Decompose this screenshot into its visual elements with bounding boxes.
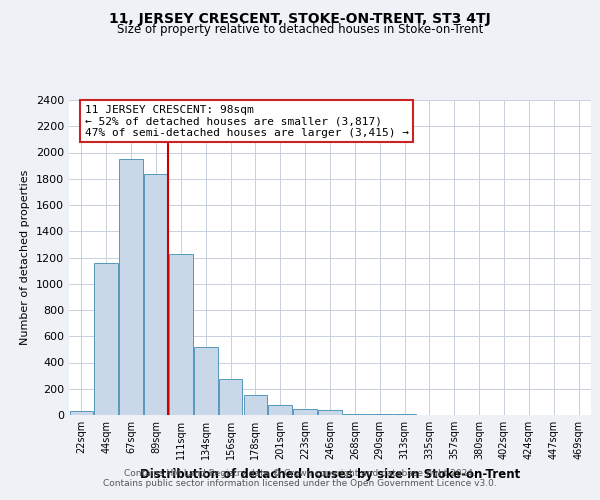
Bar [293, 409, 317, 415]
Bar [219, 379, 242, 415]
Y-axis label: Number of detached properties: Number of detached properties [20, 170, 31, 345]
Bar [94, 263, 118, 415]
Text: Size of property relative to detached houses in Stoke-on-Trent: Size of property relative to detached ho… [117, 22, 483, 36]
Bar [343, 414, 367, 415]
Bar [70, 411, 93, 415]
Bar [169, 254, 193, 415]
Text: Contains HM Land Registry data © Crown copyright and database right 2024.: Contains HM Land Registry data © Crown c… [124, 468, 476, 477]
Bar [318, 410, 342, 415]
Bar [244, 396, 267, 415]
Bar [119, 159, 143, 415]
Text: Contains public sector information licensed under the Open Government Licence v3: Contains public sector information licen… [103, 478, 497, 488]
Bar [268, 404, 292, 415]
Text: 11 JERSEY CRESCENT: 98sqm
← 52% of detached houses are smaller (3,817)
47% of se: 11 JERSEY CRESCENT: 98sqm ← 52% of detac… [85, 104, 409, 138]
Bar [393, 414, 416, 415]
Bar [368, 414, 392, 415]
X-axis label: Distribution of detached houses by size in Stoke-on-Trent: Distribution of detached houses by size … [140, 468, 520, 480]
Text: 11, JERSEY CRESCENT, STOKE-ON-TRENT, ST3 4TJ: 11, JERSEY CRESCENT, STOKE-ON-TRENT, ST3… [109, 12, 491, 26]
Bar [194, 347, 218, 415]
Bar [144, 174, 168, 415]
